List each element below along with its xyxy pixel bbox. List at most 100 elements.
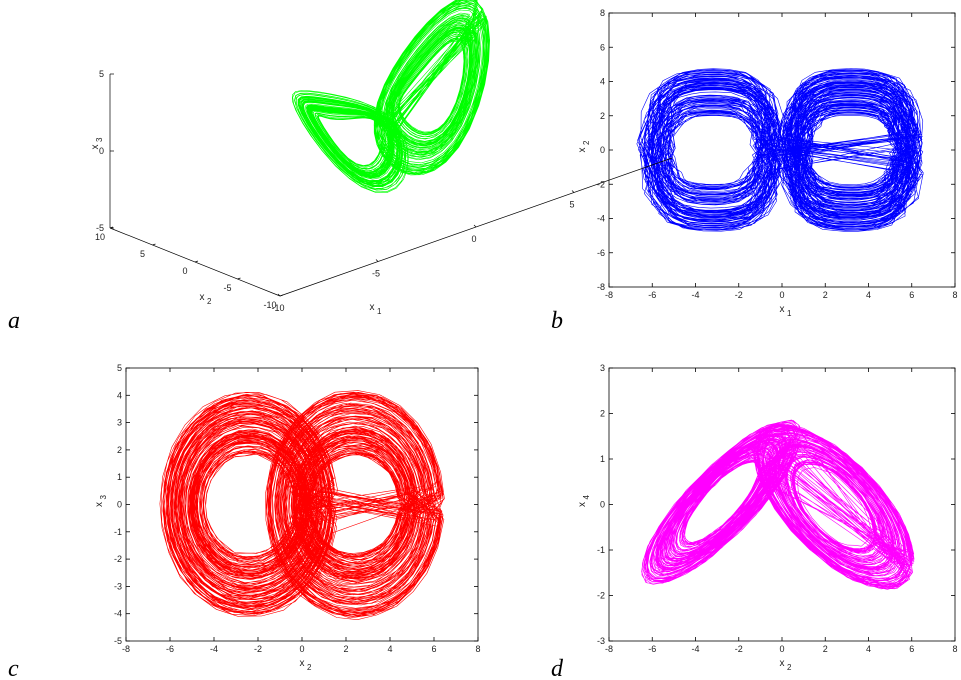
- y-tick-label: -2: [597, 179, 605, 189]
- x2-axis-label-sub: 2: [207, 297, 212, 306]
- x3-tick-label: 5: [99, 69, 104, 79]
- x-tick-label: 2: [343, 644, 348, 654]
- x2-tick-label: -10: [263, 300, 276, 310]
- x-tick-label: -8: [605, 290, 613, 300]
- x-tick-label: -4: [691, 290, 699, 300]
- x-tick-label: 8: [952, 290, 957, 300]
- y-tick-label: 0: [600, 500, 605, 510]
- panel-label-c: c: [8, 656, 19, 680]
- y-tick-label: -4: [597, 214, 605, 224]
- x-tick-label: 4: [866, 290, 871, 300]
- x-tick-label: 8: [475, 644, 480, 654]
- x-axis-label-c-text: x: [300, 658, 305, 669]
- panel-label-d: d: [551, 656, 564, 680]
- y-axis-label-d-text: x: [577, 502, 588, 507]
- x2-tick-label: 10: [95, 232, 105, 242]
- x-tick-label: 2: [823, 290, 828, 300]
- series-line-d: [641, 419, 915, 590]
- y-tick-label: -2: [114, 554, 122, 564]
- x2-tick-mark: [194, 260, 199, 263]
- x-tick-label: 6: [909, 644, 914, 654]
- y-tick-label: 0: [600, 145, 605, 155]
- panel-c: -8 -6 -4 -2 0 2 4 6 8 -5 -4 -3 -2 -1 0 1 2 3 4 5: [114, 363, 481, 654]
- x3-axis-label: x3: [90, 137, 104, 150]
- x-tick-label: -4: [691, 644, 699, 654]
- series-line-a: [292, 0, 491, 193]
- x-tick-label: 0: [779, 644, 784, 654]
- y-tick-label: -1: [114, 527, 122, 537]
- y-tick-label: -4: [114, 609, 122, 619]
- x2-tick-mark: [279, 294, 284, 297]
- x-tick-label: 8: [952, 644, 957, 654]
- x-axis-label-d-text: x: [780, 658, 785, 669]
- y-axis-label-b-text: x: [577, 148, 588, 153]
- x1-axis-label-sub: 1: [377, 307, 382, 316]
- x-tick-label: -6: [648, 644, 656, 654]
- x-tick-label: -2: [735, 290, 743, 300]
- y-tick-label: 5: [117, 363, 122, 373]
- x1-axis-label-text: x: [370, 302, 375, 313]
- x-tick-label: -8: [122, 644, 130, 654]
- series-line-c: [159, 390, 445, 621]
- y-axis-label-c-sub: 3: [99, 495, 108, 500]
- x-tick-label: 6: [909, 290, 914, 300]
- y-tick-label: 4: [117, 390, 122, 400]
- x1-tick-label: 0: [471, 234, 476, 244]
- x-tick-label: 0: [299, 644, 304, 654]
- x2-tick-label: 5: [140, 249, 145, 259]
- panel-label-a: a: [8, 308, 20, 334]
- y-axis-label-c: x3: [94, 495, 108, 508]
- x1-tick-mark: [375, 259, 379, 262]
- x1-tick-mark: [277, 293, 281, 297]
- x3-axis-label-text: x: [90, 145, 101, 150]
- x3-tick-label: -5: [96, 223, 104, 233]
- x1-tick-mark: [473, 224, 477, 228]
- x-tick-label: -2: [735, 644, 743, 654]
- x-tick-label: -6: [648, 290, 656, 300]
- x3-axis-label-sub: 3: [95, 137, 104, 142]
- y-tick-label: -2: [597, 591, 605, 601]
- x2-axis-label-text: x: [200, 292, 205, 303]
- x-tick-label: 4: [387, 644, 392, 654]
- x1-tick-label: -10: [271, 303, 284, 313]
- series-line-b: [636, 68, 924, 232]
- panel-b: -8 -6 -4 -2 0 2 4 6 8 -8 -6 -4 -2 0 2 4 6 8: [597, 8, 958, 300]
- x2-tick-mark: [152, 243, 156, 246]
- x-tick-label: 0: [779, 290, 784, 300]
- x2-tick-label: 0: [182, 266, 187, 276]
- x-tick-label: -6: [166, 644, 174, 654]
- y-axis-label-b: x2: [577, 140, 591, 153]
- x-axis-label-b-text: x: [780, 304, 785, 315]
- x-tick-label: 2: [823, 644, 828, 654]
- x2-tick-label: -5: [223, 283, 231, 293]
- panel-label-b: b: [551, 308, 563, 334]
- x-tick-label: -4: [210, 644, 218, 654]
- y-tick-label: 2: [600, 111, 605, 121]
- y-axis-label-d: x4: [577, 495, 591, 508]
- y-tick-label: -3: [597, 636, 605, 646]
- y-tick-label: 2: [600, 409, 605, 419]
- x-axis-label-c-sub: 2: [307, 663, 312, 672]
- x-axis-label-d-sub: 2: [787, 663, 792, 672]
- y-axis-label-d-sub: 4: [582, 495, 591, 500]
- y-tick-label: 1: [117, 472, 122, 482]
- x-tick-label: -8: [605, 644, 613, 654]
- y-tick-label: 4: [600, 77, 605, 87]
- panel-d: -8 -6 -4 -2 0 2 4 6 8 -3 -2 -1 0 1 2 3: [597, 363, 958, 654]
- x-tick-label: -2: [254, 644, 262, 654]
- x1-tick-label: 5: [569, 200, 574, 210]
- y-tick-label: -1: [597, 545, 605, 555]
- y-tick-label: -3: [114, 581, 122, 591]
- y-tick-label: -5: [114, 636, 122, 646]
- y-tick-label: 0: [117, 500, 122, 510]
- x2-tick-mark: [237, 277, 241, 280]
- y-tick-label: 3: [117, 418, 122, 428]
- x-tick-label: 6: [431, 644, 436, 654]
- y-tick-label: 3: [600, 363, 605, 373]
